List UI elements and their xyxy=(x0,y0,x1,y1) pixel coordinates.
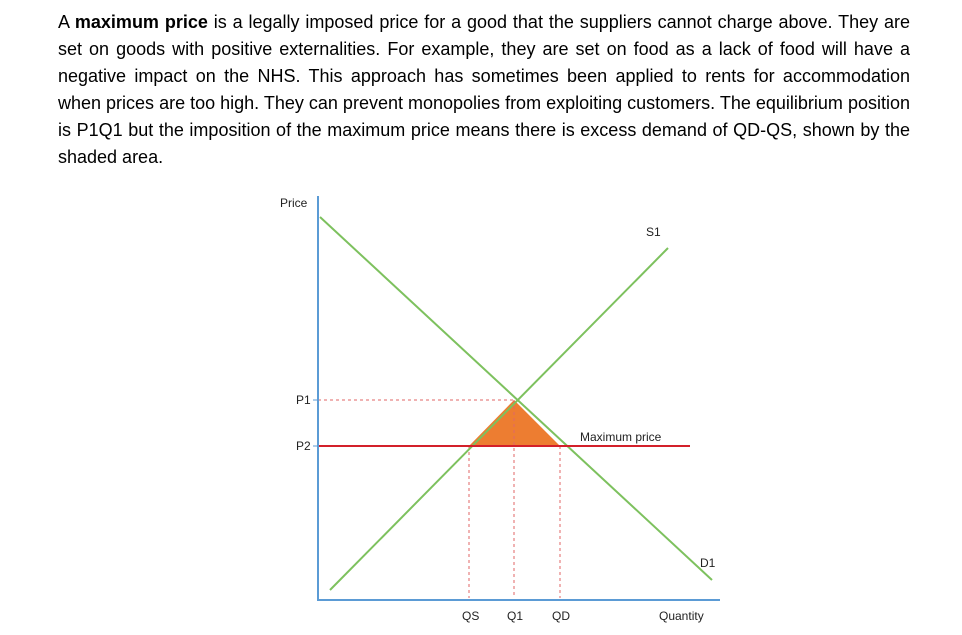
y-axis-label: Price xyxy=(280,196,308,210)
intro-after: is a legally imposed price for a good th… xyxy=(58,12,911,167)
intro-paragraph: A maximum price is a legally imposed pri… xyxy=(58,9,910,171)
x-axis-label: Quantity xyxy=(659,609,704,623)
term-maximum-price: maximum price xyxy=(74,12,208,32)
intro-before: A xyxy=(58,12,75,32)
p2-label: P2 xyxy=(296,439,311,453)
q1-label: Q1 xyxy=(507,609,523,623)
supply-curve xyxy=(329,247,669,591)
demand-curve xyxy=(319,216,713,581)
maximum-price-label: Maximum price xyxy=(580,430,662,444)
qs-label: QS xyxy=(462,609,479,623)
demand-label: D1 xyxy=(700,556,716,570)
qd-label: QD xyxy=(552,609,570,623)
p1-label: P1 xyxy=(296,393,311,407)
supply-label: S1 xyxy=(646,225,661,239)
excess-demand-area xyxy=(469,400,560,446)
